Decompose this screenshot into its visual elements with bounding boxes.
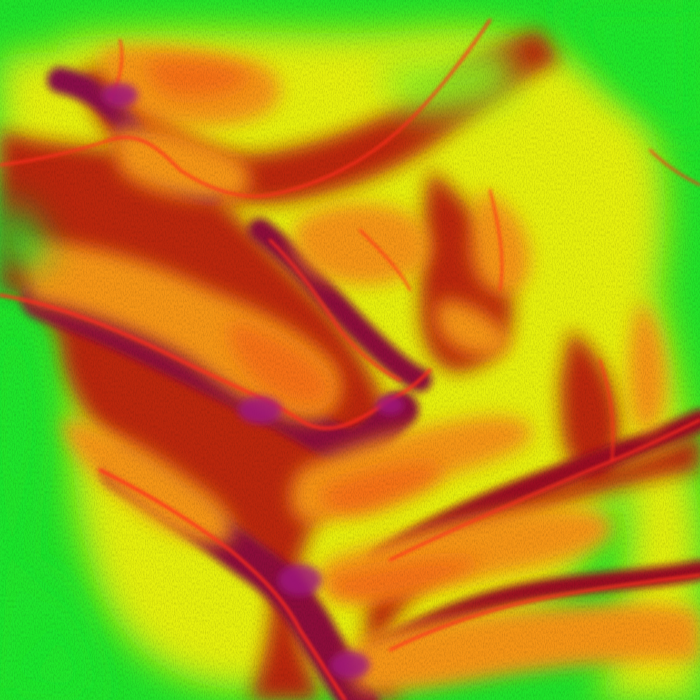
deep-valley-points [102,83,404,679]
stream-network [0,18,700,700]
stream-branch-2 [489,189,503,291]
stream-branch-3 [599,359,614,461]
stream-mid [268,238,402,382]
stream-east-1 [388,418,700,562]
stream-east-2 [388,573,700,652]
stream-south [98,468,347,700]
stream-branch-1 [359,229,411,291]
stream-north [0,18,492,198]
stream-branch-4 [649,149,700,186]
